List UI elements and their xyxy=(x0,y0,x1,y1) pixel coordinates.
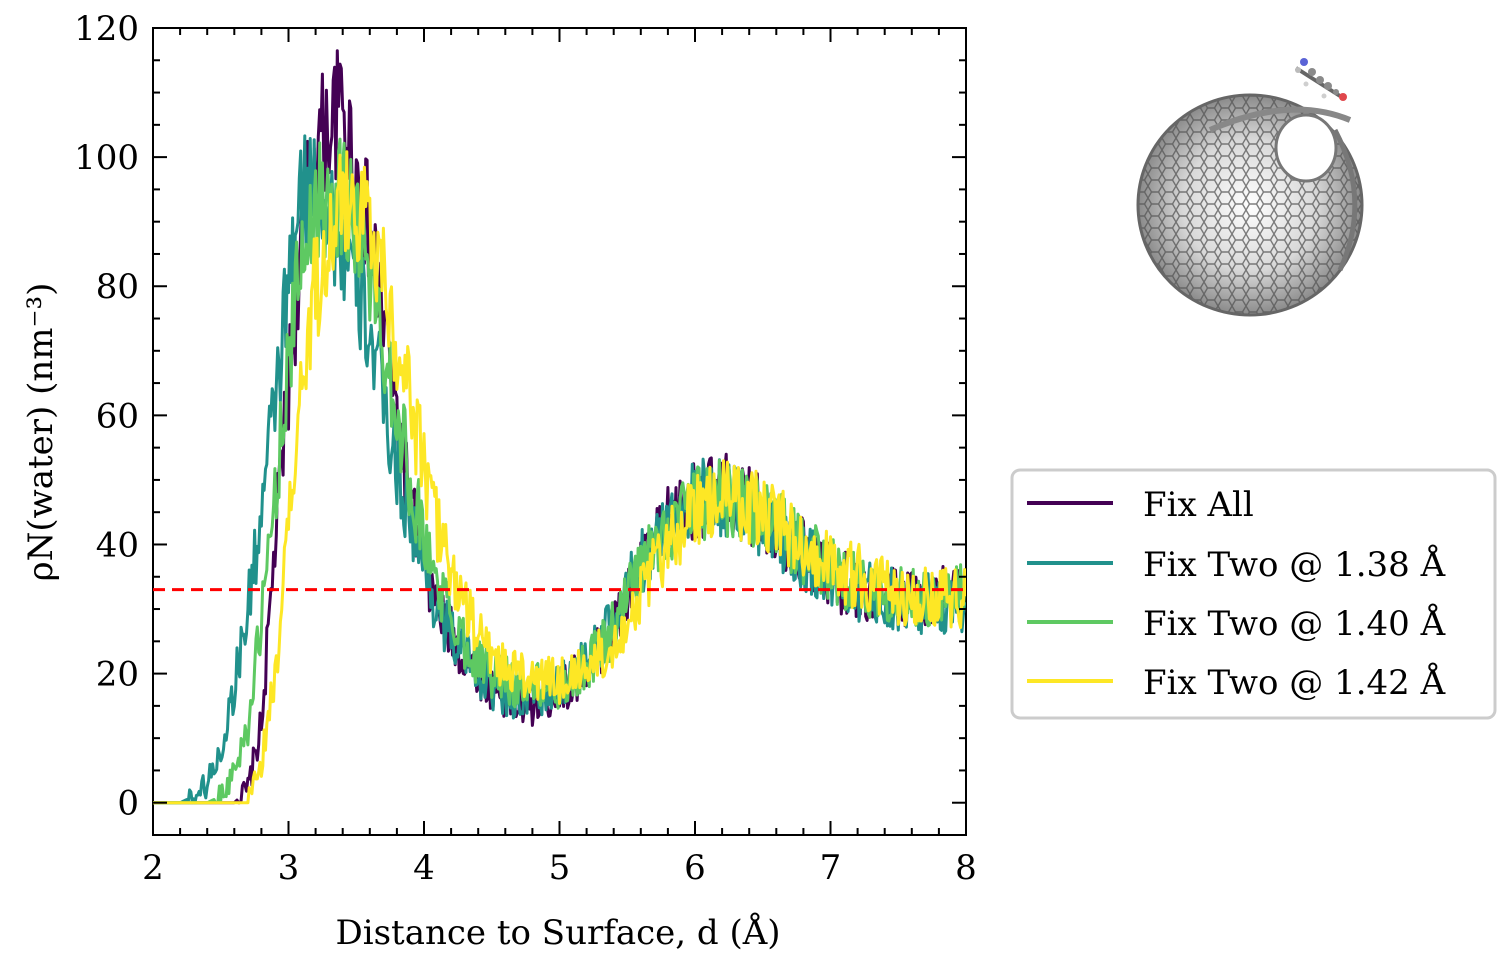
legend-label-1: Fix Two @ 1.38 Å xyxy=(1143,544,1446,585)
y-tick-label: 60 xyxy=(96,396,139,436)
y-tick-label: 80 xyxy=(96,267,139,307)
y-tick-label: 0 xyxy=(117,784,139,824)
x-tick-label: 6 xyxy=(684,848,706,888)
legend-label-2: Fix Two @ 1.40 Å xyxy=(1143,603,1446,644)
x-tick-label: 2 xyxy=(142,848,164,888)
y-axis-label: ρN(water) (nm⁻³) xyxy=(21,283,61,582)
y-tick-label: 20 xyxy=(96,655,139,695)
x-tick-label: 4 xyxy=(413,848,435,888)
x-tick-label: 5 xyxy=(549,848,571,888)
x-tick-label: 7 xyxy=(820,848,842,888)
y-tick-label: 40 xyxy=(96,525,139,565)
x-tick-label: 3 xyxy=(278,848,300,888)
legend-label-0: Fix All xyxy=(1143,485,1254,525)
legend-box xyxy=(1010,468,1497,720)
x-axis-label: Distance to Surface, d (Å) xyxy=(335,912,780,953)
molecule-illustration xyxy=(1294,58,1347,101)
legend: Fix All Fix Two @ 1.38 Å Fix Two @ 1.40 … xyxy=(1010,468,1497,720)
nanotube-illustration xyxy=(1136,93,1364,317)
y-tick-label: 120 xyxy=(74,9,139,49)
series-group xyxy=(153,49,966,805)
series-line-3 xyxy=(153,150,966,805)
x-tick-label: 8 xyxy=(955,848,977,888)
legend-label-3: Fix Two @ 1.42 Å xyxy=(1143,662,1446,703)
y-tick-label: 100 xyxy=(74,138,139,178)
